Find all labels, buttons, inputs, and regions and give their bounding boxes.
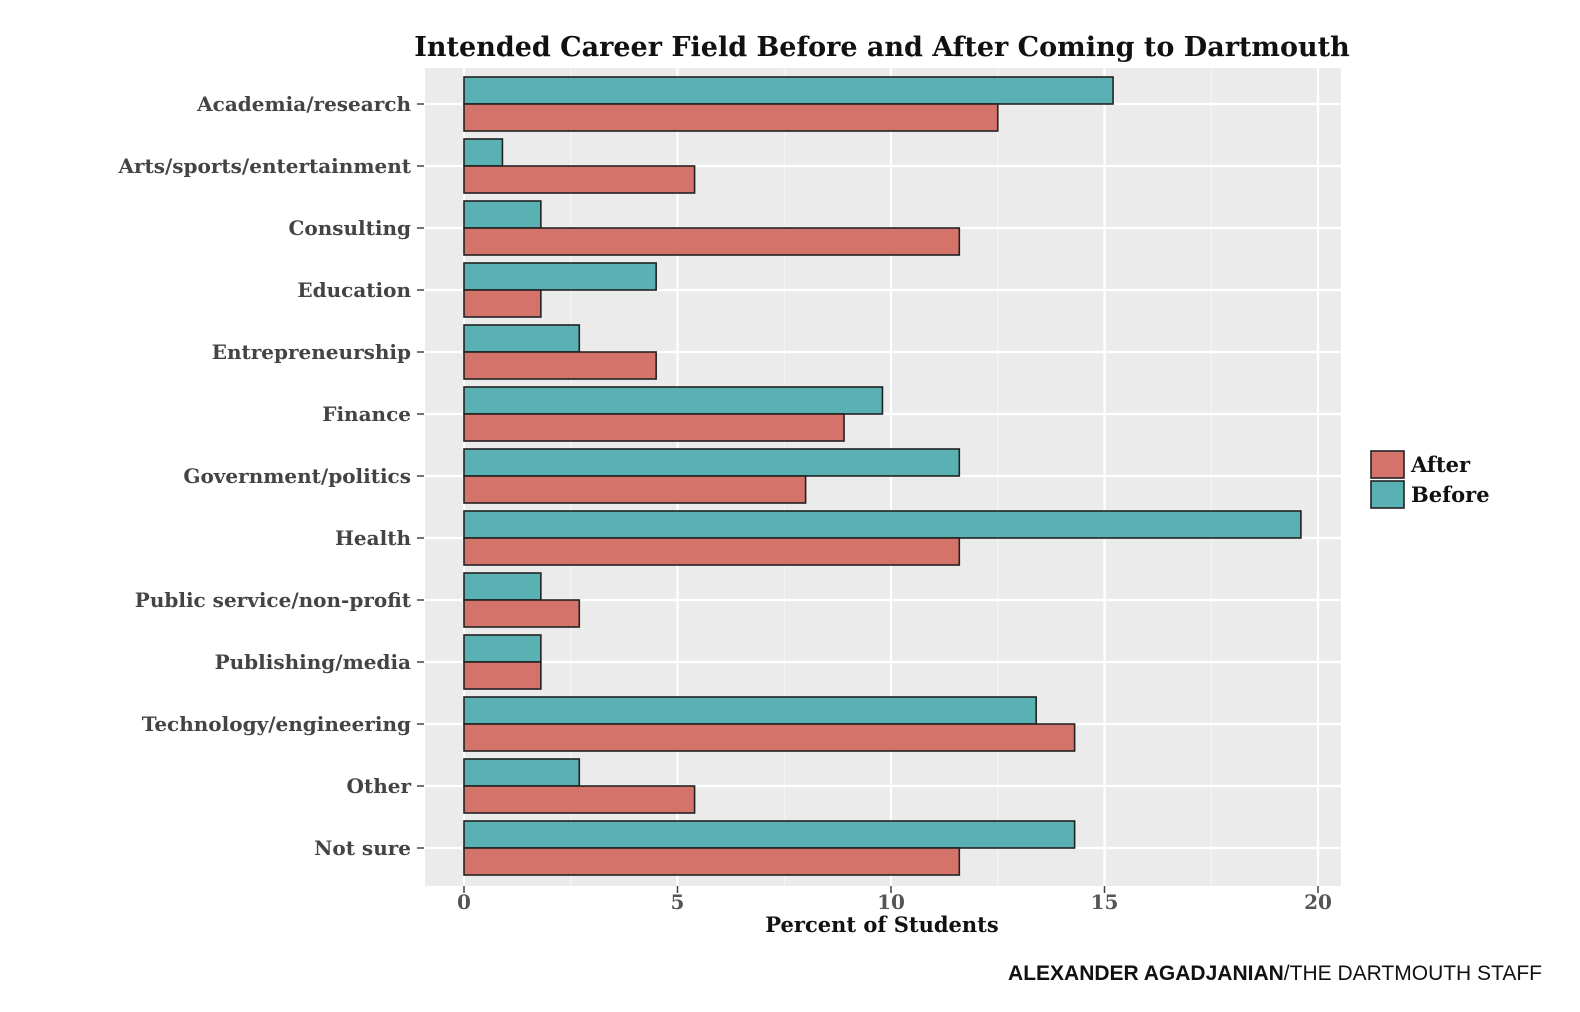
x-tick-label: 10: [877, 890, 905, 914]
x-tick-label: 5: [671, 890, 685, 914]
bar-after: [463, 785, 696, 814]
bar-after: [463, 103, 999, 132]
bar-before: [463, 510, 1302, 539]
category-label: Health: [335, 526, 411, 550]
legend-label-after: After: [1410, 452, 1471, 477]
chart-title: Intended Career Field Before and After C…: [414, 32, 1350, 63]
bar-before: [463, 696, 1037, 725]
category-label: Entrepreneurship: [212, 340, 411, 364]
legend: After Before: [1370, 450, 1490, 509]
bar-before: [463, 138, 504, 167]
credit-author: ALEXANDER AGADJANIAN: [1008, 962, 1284, 985]
legend-label-before: Before: [1411, 482, 1490, 507]
x-tick-label: 20: [1304, 890, 1332, 914]
category-label: Technology/engineering: [142, 712, 411, 736]
bar-before: [463, 386, 884, 415]
category-label: Not sure: [314, 836, 411, 860]
x-axis-title: Percent of Students: [765, 912, 998, 937]
bar-after: [463, 723, 1076, 752]
bar-before: [463, 572, 542, 601]
bar-after: [463, 289, 542, 318]
category-label: Government/politics: [183, 464, 411, 488]
bar-after: [463, 475, 807, 504]
photo-credit: ALEXANDER AGADJANIAN/THE DARTMOUTH STAFF: [1008, 962, 1542, 986]
category-label: Other: [347, 774, 412, 798]
bar-after: [463, 413, 845, 442]
category-label: Arts/sports/entertainment: [117, 154, 411, 178]
bar-after: [463, 351, 657, 380]
x-axis-ticks: 0 5 10 15 20: [457, 886, 1332, 914]
category-label: Consulting: [288, 216, 411, 240]
category-label: Finance: [322, 402, 411, 426]
legend-swatch-before: [1370, 480, 1405, 509]
x-tick-label: 15: [1091, 890, 1119, 914]
bar-after: [463, 599, 581, 628]
bar-after: [463, 227, 961, 256]
category-label: Public service/non-profit: [135, 588, 412, 612]
bar-before: [463, 448, 961, 477]
category-label: Publishing/media: [215, 650, 411, 674]
bar-before: [463, 758, 581, 787]
legend-swatch-after: [1370, 450, 1405, 479]
bar-before: [463, 200, 542, 229]
bar-after: [463, 537, 961, 566]
bar-after: [463, 661, 542, 690]
bar-after: [463, 165, 696, 194]
bar-before: [463, 76, 1114, 105]
x-tick-label: 0: [457, 890, 471, 914]
bar-before: [463, 634, 542, 663]
bar-before: [463, 820, 1076, 849]
bar-before: [463, 262, 657, 291]
credit-organization: /THE DARTMOUTH STAFF: [1283, 962, 1542, 985]
bars: [463, 76, 1302, 876]
bar-after: [463, 847, 961, 876]
category-label: Academia/research: [196, 92, 411, 116]
category-labels: Academia/research Arts/sports/entertainme…: [117, 92, 424, 860]
bar-before: [463, 324, 581, 353]
category-label: Education: [297, 278, 411, 302]
